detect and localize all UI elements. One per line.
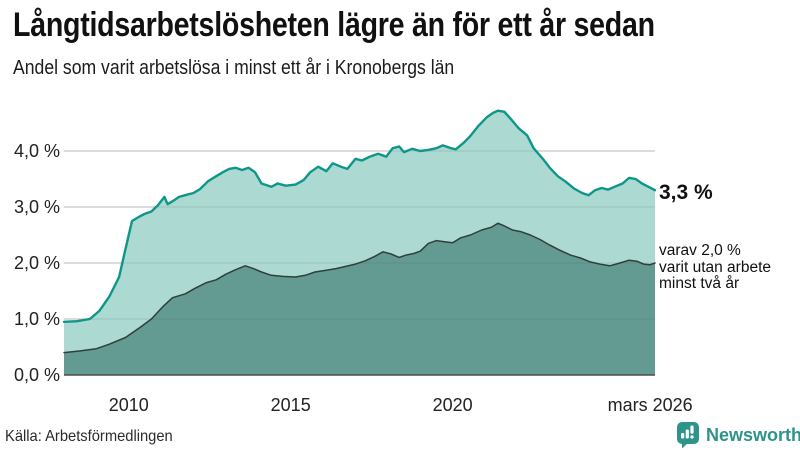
y-tick-label: 1,0 % — [14, 309, 60, 329]
x-tick-label: 2015 — [271, 395, 311, 415]
x-tick-label: mars 2026 — [608, 395, 693, 415]
y-tick-label: 0,0 % — [14, 365, 60, 385]
unemployment-area-chart: 0,0 % 1,0 % 2,0 % 3,0 % 4,0 % 2010 2015 2020 mar… — [14, 109, 693, 415]
y-tick-label: 4,0 % — [14, 141, 60, 161]
area-series-2 — [64, 223, 655, 375]
source-label: Källa: Arbetsförmedlingen — [5, 428, 173, 445]
secondary-annotation-line: varav 2,0 % — [659, 242, 741, 259]
chart-title: Långtidsarbetslösheten lägre än för ett … — [13, 6, 655, 44]
secondary-annotation-line: minst två år — [659, 275, 740, 293]
x-tick-label: 2020 — [433, 395, 473, 415]
y-tick-label: 2,0 % — [14, 253, 60, 273]
newsworthy-logo-text: Newsworthy — [706, 424, 800, 445]
newsworthy-logo-icon — [677, 422, 699, 449]
line-series-2 — [63, 222, 656, 354]
chart-subtitle: Andel som varit arbetslösa i minst ett å… — [13, 57, 455, 79]
newsworthy-logo: Newsworthy — [676, 421, 800, 449]
x-tick-label: 2010 — [109, 395, 149, 415]
latest-value-label: 3,3 % — [659, 181, 713, 204]
y-tick-label: 3,0 % — [14, 197, 60, 217]
secondary-annotation-line: varit utan arbete — [659, 258, 772, 276]
secondary-annotation: varav 2,0 % varit utan arbete minst två … — [659, 242, 772, 293]
line-series-1 — [62, 109, 657, 324]
